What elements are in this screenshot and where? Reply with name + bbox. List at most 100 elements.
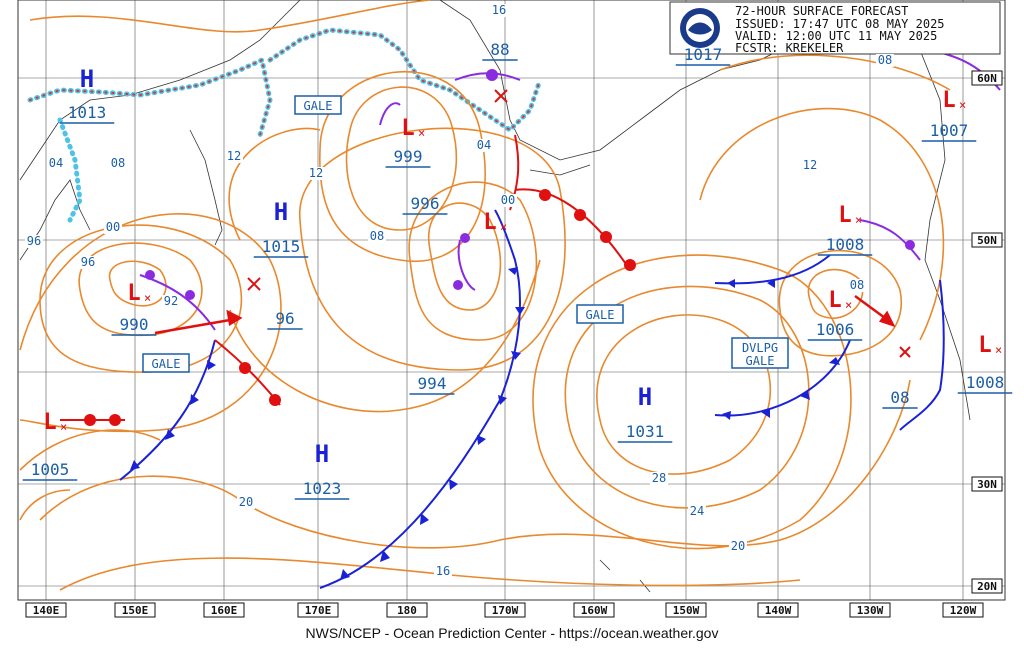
isobar-label: 04 <box>477 138 491 152</box>
lon-label-box <box>484 602 526 618</box>
lon-label: 160E <box>211 604 238 617</box>
low-x: × <box>855 213 862 227</box>
lon-label: 150E <box>122 604 149 617</box>
low-symbol: L <box>978 333 991 358</box>
header-line: VALID: 12:00 UTC 11 MAY 2025 <box>735 29 937 43</box>
high-symbol: H <box>80 65 94 93</box>
isobar-label-bg <box>109 157 127 170</box>
lon-label-box <box>942 602 984 618</box>
lon-label: 120W <box>950 604 977 617</box>
warning-box <box>142 353 190 373</box>
high-pressure: 1023 <box>303 479 342 498</box>
isobar-label-bg <box>650 472 668 485</box>
low-pressure: 1008 <box>826 235 865 254</box>
lat-label-box <box>971 232 1003 248</box>
fronts <box>60 49 1001 589</box>
isobar-label: 28 <box>652 471 666 485</box>
isobar-label-bg <box>104 221 122 234</box>
lat-label: 50N <box>977 234 997 247</box>
header-box <box>669 1 1001 55</box>
isobar-label: 04 <box>49 156 63 170</box>
lon-label: 170E <box>305 604 332 617</box>
lat-label: 60N <box>977 72 997 85</box>
lat-label-box <box>971 476 1003 492</box>
isobar-label: 96 <box>81 255 95 269</box>
low-symbol: L <box>483 210 496 235</box>
lon-label: 140E <box>33 604 60 617</box>
isobar-label-bg <box>307 167 325 180</box>
low-symbol: L <box>942 88 955 113</box>
isobar-label-bg <box>368 230 386 243</box>
isobar-label-bg <box>688 505 706 518</box>
isobar-label-bg <box>434 565 452 578</box>
lat-label-box <box>971 70 1003 86</box>
lon-label-box <box>849 602 891 618</box>
low-x: × <box>500 220 507 234</box>
isobar-label: 08 <box>111 156 125 170</box>
isobar-label-bg <box>876 54 894 67</box>
lon-label-box <box>114 602 156 618</box>
warning-label: GALE <box>152 357 181 371</box>
isobar-label-bg <box>47 157 65 170</box>
ice-edge <box>27 27 543 223</box>
lon-label-box <box>297 602 339 618</box>
low-symbol: L <box>838 203 851 228</box>
low-symbol: L <box>401 116 414 141</box>
isobar-label: 96 <box>27 234 41 248</box>
isobar-label-bg <box>25 235 43 248</box>
low-pressure: 999 <box>394 147 423 166</box>
footer: NWS/NCEP - Ocean Prediction Center - htt… <box>306 625 719 641</box>
low-x: × <box>418 126 425 140</box>
header-line: 72-HOUR SURFACE FORECAST <box>735 4 908 18</box>
isobar-label: 20 <box>239 495 253 509</box>
lon-label-box <box>757 602 799 618</box>
high-pressure: 1013 <box>68 103 107 122</box>
isobar-label-bg <box>79 256 97 269</box>
isobar-label: 16 <box>436 564 450 578</box>
high-pressure: 1015 <box>262 237 301 256</box>
warning-box <box>294 95 342 115</box>
low-x: × <box>845 298 852 312</box>
low-pressure: 1007 <box>930 121 969 140</box>
low-pressure: 1008 <box>966 373 1005 392</box>
isobar-label-bg <box>490 4 508 17</box>
isobar-label: 08 <box>370 229 384 243</box>
warning-box <box>576 304 624 324</box>
isobar-label: 08 <box>850 278 864 292</box>
isobar-label: 12 <box>309 166 323 180</box>
pressure-label: 88 <box>490 40 509 59</box>
warning-box <box>731 337 789 369</box>
low-pressure: 990 <box>120 315 149 334</box>
low-pressure: 996 <box>411 194 440 213</box>
lon-label-box <box>203 602 245 618</box>
lon-label-box <box>665 602 707 618</box>
low-symbol: L <box>43 410 56 435</box>
isobar-label-bg <box>801 159 819 172</box>
isobar-label-bg <box>237 496 255 509</box>
high-symbol: H <box>638 383 652 411</box>
isobar-label-bg <box>162 295 180 308</box>
lon-label: 170W <box>492 604 519 617</box>
header-line: ISSUED: 17:47 UTC 08 MAY 2025 <box>735 17 945 31</box>
low-pressure: 1006 <box>816 320 855 339</box>
pressure-label: 96 <box>275 309 294 328</box>
isobar-label: 24 <box>690 504 704 518</box>
lon-label-box <box>25 602 67 618</box>
pressure-label: 1017 <box>684 45 723 64</box>
pressure-label: 994 <box>418 374 447 393</box>
isobar-label: 16 <box>492 3 506 17</box>
low-pressure: 1005 <box>31 460 70 479</box>
isobar-label: 92 <box>164 294 178 308</box>
isobar-label: 08 <box>878 53 892 67</box>
lon-label: 140W <box>765 604 792 617</box>
isobar-label: 00 <box>106 220 120 234</box>
high-symbol: H <box>274 198 288 226</box>
isobar-label: 12 <box>803 158 817 172</box>
high-symbol: H <box>315 440 329 468</box>
isobar-label: 00 <box>501 193 515 207</box>
isobar-label-bg <box>729 540 747 553</box>
isobar-label: 12 <box>227 149 241 163</box>
lon-label: 160W <box>581 604 608 617</box>
